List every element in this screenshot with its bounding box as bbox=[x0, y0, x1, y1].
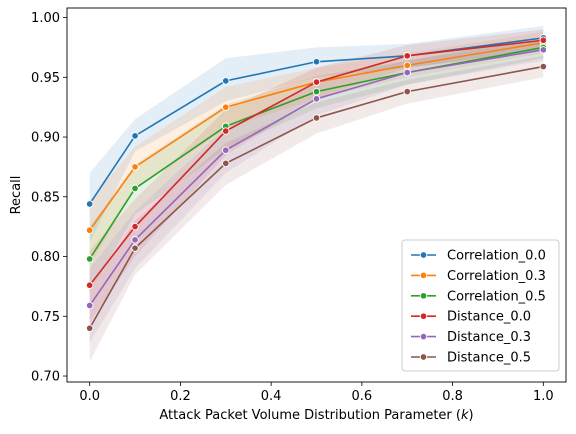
point-correlation-0-0-0 bbox=[85, 200, 94, 208]
series-lines bbox=[88, 37, 544, 329]
point-distance-0-5-4 bbox=[403, 87, 411, 96]
x-axis-ticks: 0.0 0.2 0.4 0.6 0.8 1.0 bbox=[79, 382, 554, 404]
point-distance-0-0-1 bbox=[131, 222, 139, 231]
y-tick-label: 0.80 bbox=[31, 250, 60, 265]
point-distance-0-5-1 bbox=[131, 244, 139, 252]
legend: Correlation_0.0 Correlation_0.3 Correlatio… bbox=[401, 239, 560, 372]
point-correlation-0-3-2 bbox=[222, 103, 230, 111]
band-correlation-0-5 bbox=[89, 36, 544, 293]
y-tick-label: 0.95 bbox=[31, 71, 60, 86]
point-correlation-0-5-0 bbox=[85, 255, 94, 263]
point-correlation-0-3-4 bbox=[403, 61, 411, 70]
legend-label: Distance_0.0 bbox=[447, 310, 531, 325]
point-distance-0-3-4 bbox=[403, 68, 411, 77]
point-distance-0-3-2 bbox=[222, 146, 230, 154]
legend-label: Correlation_0.3 bbox=[447, 269, 546, 284]
y-tick-label: 0.85 bbox=[31, 190, 60, 205]
point-distance-0-0-2 bbox=[222, 127, 230, 135]
point-distance-0-5-3 bbox=[312, 114, 321, 122]
x-axis-label: Attack Packet Volume Distribution Parame… bbox=[159, 408, 473, 423]
point-distance-0-5-5 bbox=[539, 62, 548, 71]
point-distance-0-0-4 bbox=[403, 52, 411, 60]
line-distance-0-5 bbox=[88, 65, 544, 329]
x-tick-label: 0.0 bbox=[79, 389, 100, 404]
line-correlation-0-3 bbox=[89, 41, 544, 231]
point-distance-0-5-0 bbox=[85, 324, 94, 332]
x-axis-label-text: Attack Packet Volume Distribution Parame… bbox=[159, 408, 461, 423]
legend-marker bbox=[419, 312, 428, 320]
series-points bbox=[85, 34, 548, 332]
x-axis-label-k: k bbox=[461, 408, 469, 423]
legend-marker bbox=[419, 332, 428, 341]
point-distance-0-5-2 bbox=[222, 159, 230, 168]
legend-frame bbox=[401, 239, 560, 372]
point-correlation-0-5-1 bbox=[131, 184, 139, 193]
plot-frame bbox=[66, 7, 567, 383]
y-tick-label: 1.00 bbox=[31, 11, 60, 26]
legend-marker bbox=[419, 292, 428, 300]
y-axis-label: Recall bbox=[9, 176, 24, 215]
x-tick-label: 0.2 bbox=[170, 389, 191, 404]
x-axis-label-close: ) bbox=[469, 408, 474, 423]
legend-items: Correlation_0.0 Correlation_0.3 Correlatio… bbox=[411, 249, 546, 366]
legend-label: Correlation_0.5 bbox=[447, 289, 546, 304]
x-tick-label: 0.8 bbox=[442, 389, 463, 404]
band-correlation-0-0 bbox=[89, 25, 544, 243]
y-tick-label: 0.70 bbox=[31, 370, 60, 385]
legend-label: Correlation_0.0 bbox=[447, 249, 546, 264]
point-correlation-0-3-1 bbox=[131, 163, 139, 171]
point-distance-0-0-0 bbox=[85, 281, 94, 289]
legend-label: Distance_0.3 bbox=[447, 330, 531, 345]
x-tick-label: 1.0 bbox=[533, 389, 554, 404]
point-correlation-0-0-2 bbox=[222, 77, 230, 85]
point-distance-0-3-1 bbox=[131, 236, 139, 244]
point-distance-0-0-5 bbox=[539, 36, 548, 45]
y-tick-label: 0.75 bbox=[31, 310, 60, 325]
legend-marker bbox=[419, 251, 428, 259]
legend-marker bbox=[419, 353, 428, 361]
point-correlation-0-5-3 bbox=[312, 87, 321, 96]
point-correlation-0-0-1 bbox=[131, 132, 139, 140]
y-axis-ticks: 0.70 0.75 0.80 0.85 0.90 0.95 1.00 bbox=[31, 11, 67, 385]
legend-label: Distance_0.5 bbox=[447, 351, 531, 366]
x-tick-label: 0.4 bbox=[261, 389, 282, 404]
point-distance-0-3-5 bbox=[539, 46, 548, 54]
point-distance-0-3-3 bbox=[312, 95, 321, 103]
legend-marker bbox=[419, 271, 428, 280]
point-correlation-0-0-3 bbox=[312, 58, 321, 66]
point-distance-0-3-0 bbox=[85, 301, 94, 310]
y-tick-label: 0.90 bbox=[31, 131, 60, 146]
line-distance-0-0 bbox=[89, 39, 544, 286]
line-distance-0-3 bbox=[89, 49, 544, 306]
x-tick-label: 0.6 bbox=[352, 389, 373, 404]
point-correlation-0-3-0 bbox=[85, 226, 94, 234]
point-distance-0-0-3 bbox=[312, 78, 321, 86]
